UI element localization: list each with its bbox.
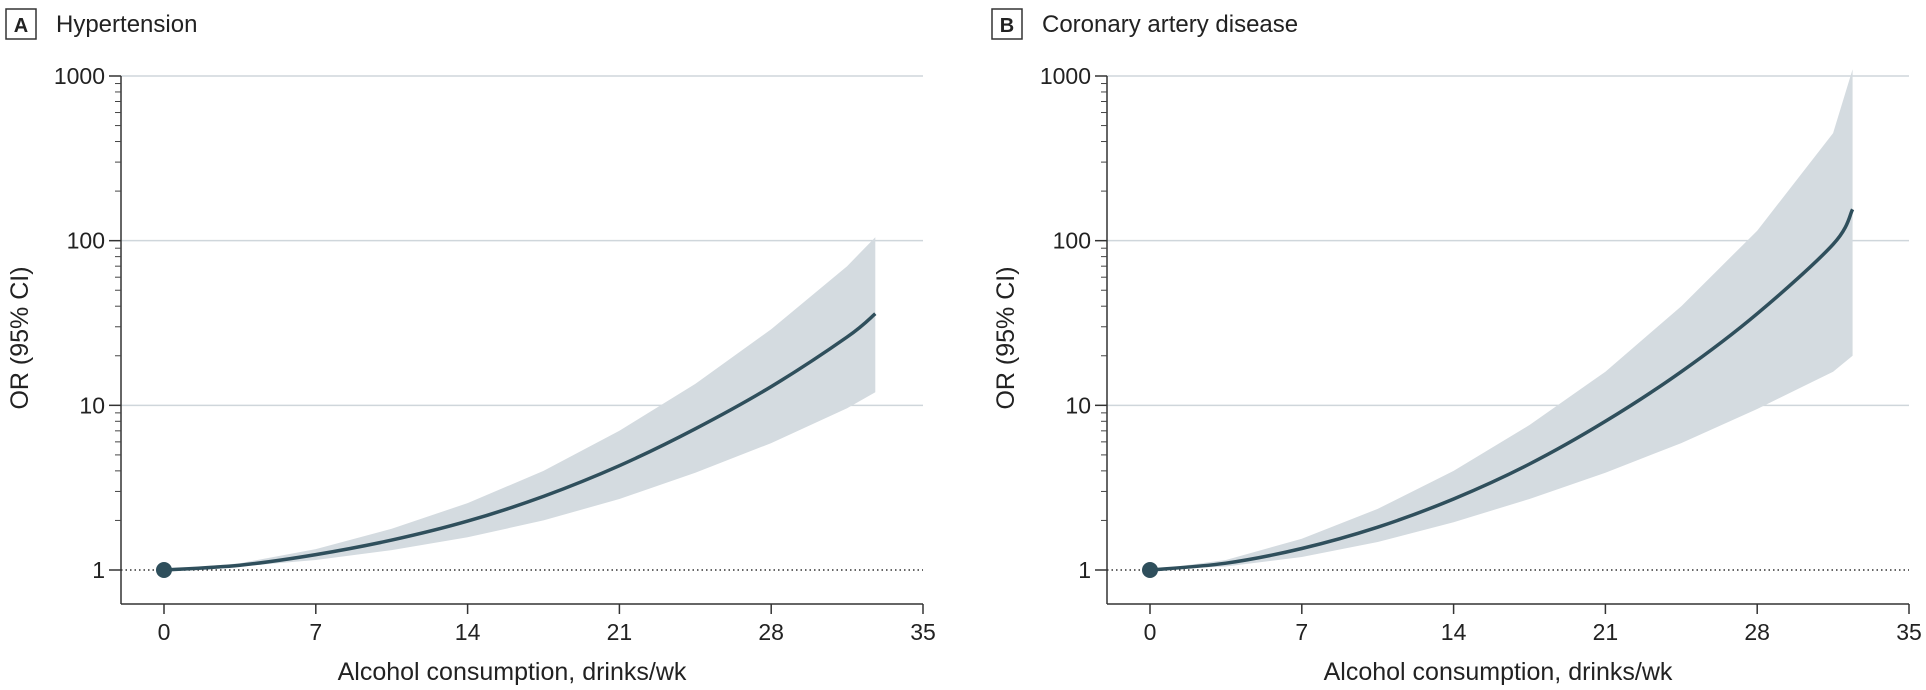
y-tick-label: 10 bbox=[79, 392, 105, 418]
x-tick-label: 7 bbox=[309, 619, 322, 645]
x-tick-label: 21 bbox=[607, 619, 633, 645]
panel-b: B Coronary artery disease 1 10 100 1000 0 7 14 21… bbox=[991, 8, 1922, 686]
panel-letter-box bbox=[5, 8, 37, 40]
ci-band bbox=[1150, 69, 1853, 570]
y-tick-label: 100 bbox=[67, 228, 105, 254]
y-tick-label: 10 bbox=[1065, 392, 1091, 418]
x-axis-title: Alcohol consumption, drinks/wk bbox=[1324, 658, 1673, 686]
y-tick-label: 1 bbox=[92, 557, 105, 583]
panel-a: A Hypertension 1 10 100 1000 0 7 14 21 28 35 Alcohol… bbox=[5, 8, 936, 686]
reference-point bbox=[156, 562, 172, 578]
y-tick-label: 1000 bbox=[54, 63, 105, 89]
ci-band bbox=[164, 237, 876, 570]
or-curve bbox=[1149, 208, 1855, 572]
x-tick-label: 21 bbox=[1593, 619, 1619, 645]
y-tick-label: 1 bbox=[1078, 557, 1091, 583]
x-tick-label: 7 bbox=[1295, 619, 1308, 645]
x-tick-label: 14 bbox=[455, 619, 481, 645]
y-tick-label: 1000 bbox=[1040, 63, 1091, 89]
x-tick-label: 35 bbox=[1896, 619, 1922, 645]
x-tick-label: 0 bbox=[1144, 619, 1157, 645]
x-tick-label: 35 bbox=[910, 619, 936, 645]
panel-letter: B bbox=[1000, 15, 1014, 37]
x-axis-title: Alcohol consumption, drinks/wk bbox=[338, 658, 687, 686]
panel-title: Coronary artery disease bbox=[1042, 11, 1298, 38]
panel-letter: A bbox=[14, 15, 28, 37]
x-tick-label: 28 bbox=[758, 619, 784, 645]
panel-letter-box bbox=[991, 8, 1023, 40]
x-tick-label: 0 bbox=[158, 619, 171, 645]
y-axis-title: OR (95% CI) bbox=[6, 266, 34, 409]
x-tick-label: 28 bbox=[1744, 619, 1770, 645]
panel-title: Hypertension bbox=[56, 11, 197, 38]
or-curve bbox=[163, 312, 877, 572]
y-tick-label: 100 bbox=[1053, 228, 1091, 254]
x-tick-label: 14 bbox=[1441, 619, 1467, 645]
y-axis-title: OR (95% CI) bbox=[992, 266, 1020, 409]
reference-point bbox=[1142, 562, 1158, 578]
